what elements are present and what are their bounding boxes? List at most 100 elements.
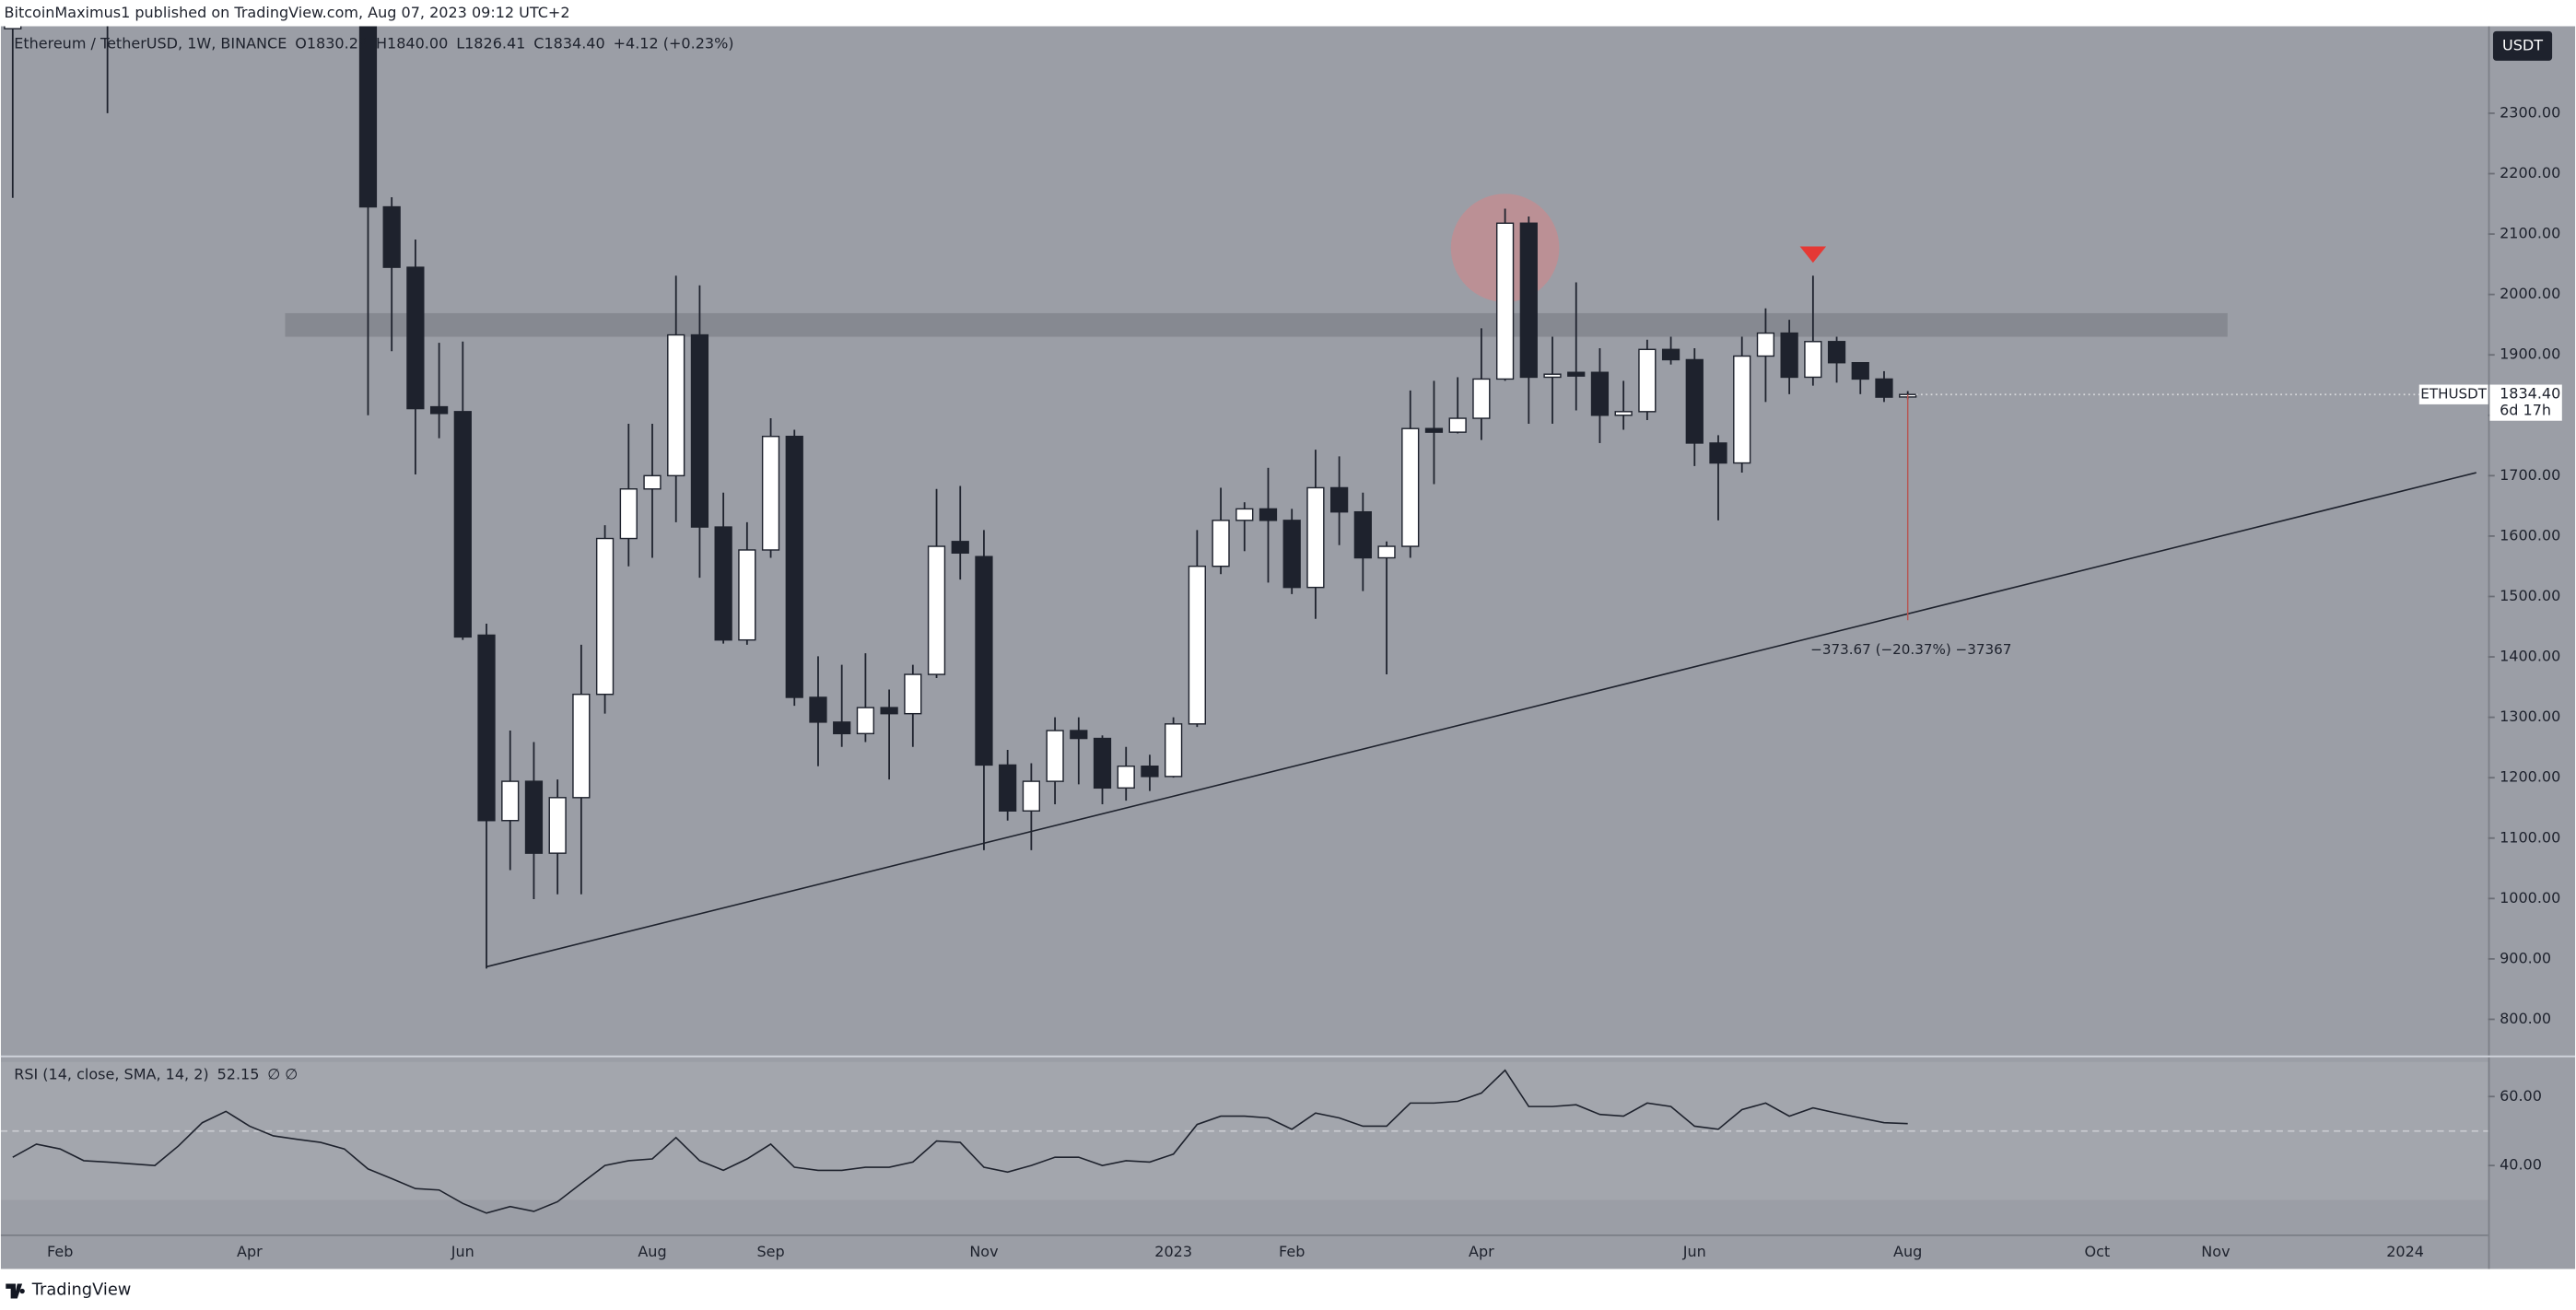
candle-body <box>1117 766 1135 790</box>
candle-body <box>406 266 425 410</box>
candle-body <box>1141 766 1159 778</box>
rsi-extra: ∅ ∅ <box>267 1066 298 1083</box>
candle-body <box>999 764 1017 812</box>
candle-body <box>1306 486 1325 589</box>
rsi-y-tick-label: 60.00 <box>2500 1087 2542 1105</box>
y-tick-label: 1000.00 <box>2500 889 2560 906</box>
candle-body <box>477 634 496 822</box>
candle-body <box>714 526 732 641</box>
candle-body <box>382 205 401 268</box>
trendline <box>486 472 2476 968</box>
candle-body <box>1259 508 1278 521</box>
candle-body <box>595 537 615 696</box>
y-tick-label: 1300.00 <box>2500 708 2560 725</box>
candle-body <box>1448 417 1467 433</box>
y-tick-label: 1400.00 <box>2500 648 2560 665</box>
y-tick-label: 1200.00 <box>2500 768 2560 786</box>
candle-body <box>975 556 993 766</box>
candle-body <box>1685 358 1704 444</box>
candle-body <box>1377 545 1396 559</box>
x-tick-label: 2023 <box>1154 1243 1192 1260</box>
candle-body <box>1424 427 1444 433</box>
x-tick-label: 2024 <box>2386 1243 2424 1260</box>
ohlc-value: H1840.00 <box>376 35 448 53</box>
candle-body <box>643 474 662 490</box>
candle-body <box>1093 737 1112 790</box>
tradingview-logo <box>6 1283 25 1299</box>
symbol-legend: Ethereum / TetherUSD, 1W, BINANCE <box>14 35 287 53</box>
candle-body <box>785 436 803 698</box>
x-tick-label: Aug <box>638 1243 666 1260</box>
candle-body <box>1401 427 1420 547</box>
candle-body <box>453 411 472 638</box>
candle-body <box>1543 373 1562 379</box>
candle-body <box>690 333 709 528</box>
candle-body <box>856 707 875 735</box>
candle-body <box>429 405 449 415</box>
candle-body <box>1733 355 1751 464</box>
candle-body <box>572 693 591 799</box>
countdown-label: 6d 17h <box>2500 402 2551 419</box>
candle-body <box>833 721 851 735</box>
x-tick-label: Feb <box>1279 1243 1305 1260</box>
candle-body <box>1851 362 1869 380</box>
footer-brand: TradingView <box>31 1281 132 1300</box>
x-tick-label: Nov <box>2201 1243 2230 1260</box>
candle-body <box>1472 378 1491 419</box>
rsi-line <box>12 1069 1908 1214</box>
rsi-value: 52.15 <box>217 1066 260 1083</box>
y-tick-label: 1700.00 <box>2500 466 2560 484</box>
rsi-y-tick-label: 40.00 <box>2500 1156 2542 1174</box>
candle-body <box>1022 780 1041 812</box>
candle-body <box>880 707 898 715</box>
candle-body <box>501 780 520 822</box>
candle-body <box>524 780 544 854</box>
price-scale <box>2488 26 2576 1269</box>
candle-body <box>358 26 378 208</box>
candle-body <box>1329 486 1349 513</box>
ohlc-value: +4.12 (+0.23%) <box>614 35 734 53</box>
candle-body <box>1804 341 1822 379</box>
candle-body <box>1165 723 1183 778</box>
candle-body <box>1590 371 1610 416</box>
candle-body <box>1235 508 1254 521</box>
last-price-box <box>2489 384 2562 421</box>
y-tick-label: 2000.00 <box>2500 285 2560 302</box>
candle-body <box>1614 411 1633 416</box>
candle-body <box>738 549 756 641</box>
candle-body <box>1212 520 1230 567</box>
y-tick-label: 2100.00 <box>2500 225 2560 242</box>
y-tick-label: 800.00 <box>2500 1010 2551 1027</box>
x-tick-label: Jun <box>1682 1243 1706 1260</box>
plot-background <box>0 26 2488 1235</box>
candle-body <box>904 673 922 715</box>
price-pane <box>4 26 2488 969</box>
ohlc-value: C1834.40 <box>533 35 604 53</box>
y-tick-label: 2200.00 <box>2500 164 2560 181</box>
candle-body <box>548 797 567 854</box>
currency-button[interactable] <box>2492 30 2553 61</box>
x-tick-label: Sep <box>756 1243 784 1260</box>
candle-body <box>1046 730 1064 782</box>
x-tick-label: Aug <box>1893 1243 1922 1260</box>
y-tick-label: 900.00 <box>2500 949 2551 966</box>
candle-body <box>951 541 969 554</box>
signal-marker <box>1799 246 1827 263</box>
ohlc-value: O1830.28 <box>295 35 368 53</box>
candle-body <box>1827 341 1846 364</box>
time-scale <box>0 1234 2488 1269</box>
y-tick-label: 1500.00 <box>2500 587 2560 604</box>
candle-body <box>1756 332 1775 357</box>
x-tick-label: Apr <box>237 1243 263 1260</box>
candle-body <box>1875 378 1893 398</box>
candle-body <box>667 333 685 477</box>
candle-body <box>1709 442 1727 464</box>
x-tick-label: Jun <box>451 1243 474 1260</box>
rsi-pane <box>0 1061 2488 1214</box>
x-tick-label: Oct <box>2085 1243 2111 1260</box>
currency-label[interactable]: USDT <box>2502 36 2543 53</box>
symbol-label: ETHUSDT <box>2420 386 2487 403</box>
ohlc-value: L1826.41 <box>456 35 525 53</box>
candle-body <box>927 545 946 675</box>
